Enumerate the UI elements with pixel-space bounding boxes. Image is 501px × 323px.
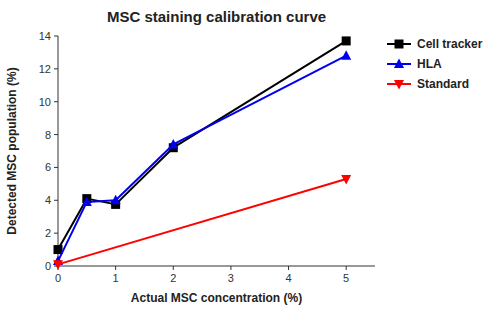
data-point [82,196,92,206]
series-line [58,41,346,250]
y-tick-label: 14 [39,30,51,42]
legend-label: HLA [417,57,442,71]
y-axis-label: Detected MSC population (%) [5,67,19,234]
series-line [58,56,346,261]
y-tick-label: 4 [45,194,51,206]
y-tick-label: 10 [39,96,51,108]
x-tick-label: 5 [343,272,349,284]
x-tick-label: 0 [55,272,61,284]
data-point [168,139,178,149]
x-tick [115,266,116,270]
plot-area [53,36,351,269]
data-point [341,50,351,60]
x-tick-label: 1 [113,272,119,284]
y-tick-label: 6 [45,161,51,173]
x-axis [58,266,375,267]
data-point [111,195,121,205]
x-tick [230,266,231,270]
x-tick-label: 2 [170,272,176,284]
y-tick-label: 0 [45,260,51,272]
y-tick [54,36,58,37]
y-tick [54,200,58,201]
chart: MSC staining calibration curve0123450246… [0,0,501,323]
y-tick-label: 8 [45,129,51,141]
legend-marker [394,80,404,90]
legend-marker [394,59,404,69]
data-point [53,260,63,270]
legend-label: Standard [417,77,469,91]
data-point [342,36,351,45]
y-tick-label: 2 [45,227,51,239]
x-tick [288,266,289,270]
legend-marker [395,40,404,49]
x-tick-label: 3 [228,272,234,284]
legend-label: Cell tracker [417,37,483,51]
y-axis [58,36,59,266]
title: MSC staining calibration curve [107,8,326,25]
x-axis-label: Actual MSC concentration (%) [131,291,302,305]
y-tick [54,134,58,135]
y-tick [54,101,58,102]
x-tick [346,266,347,270]
chart-container: MSC staining calibration curve0123450246… [0,0,501,323]
x-tick [173,266,174,270]
x-tick-label: 4 [285,272,291,284]
series-line [58,179,346,264]
legend: Cell tracker HLA Standard [387,37,483,91]
y-tick-label: 12 [39,63,51,75]
data-point [341,175,351,185]
y-tick [54,68,58,69]
y-tick [54,167,58,168]
y-tick [54,233,58,234]
